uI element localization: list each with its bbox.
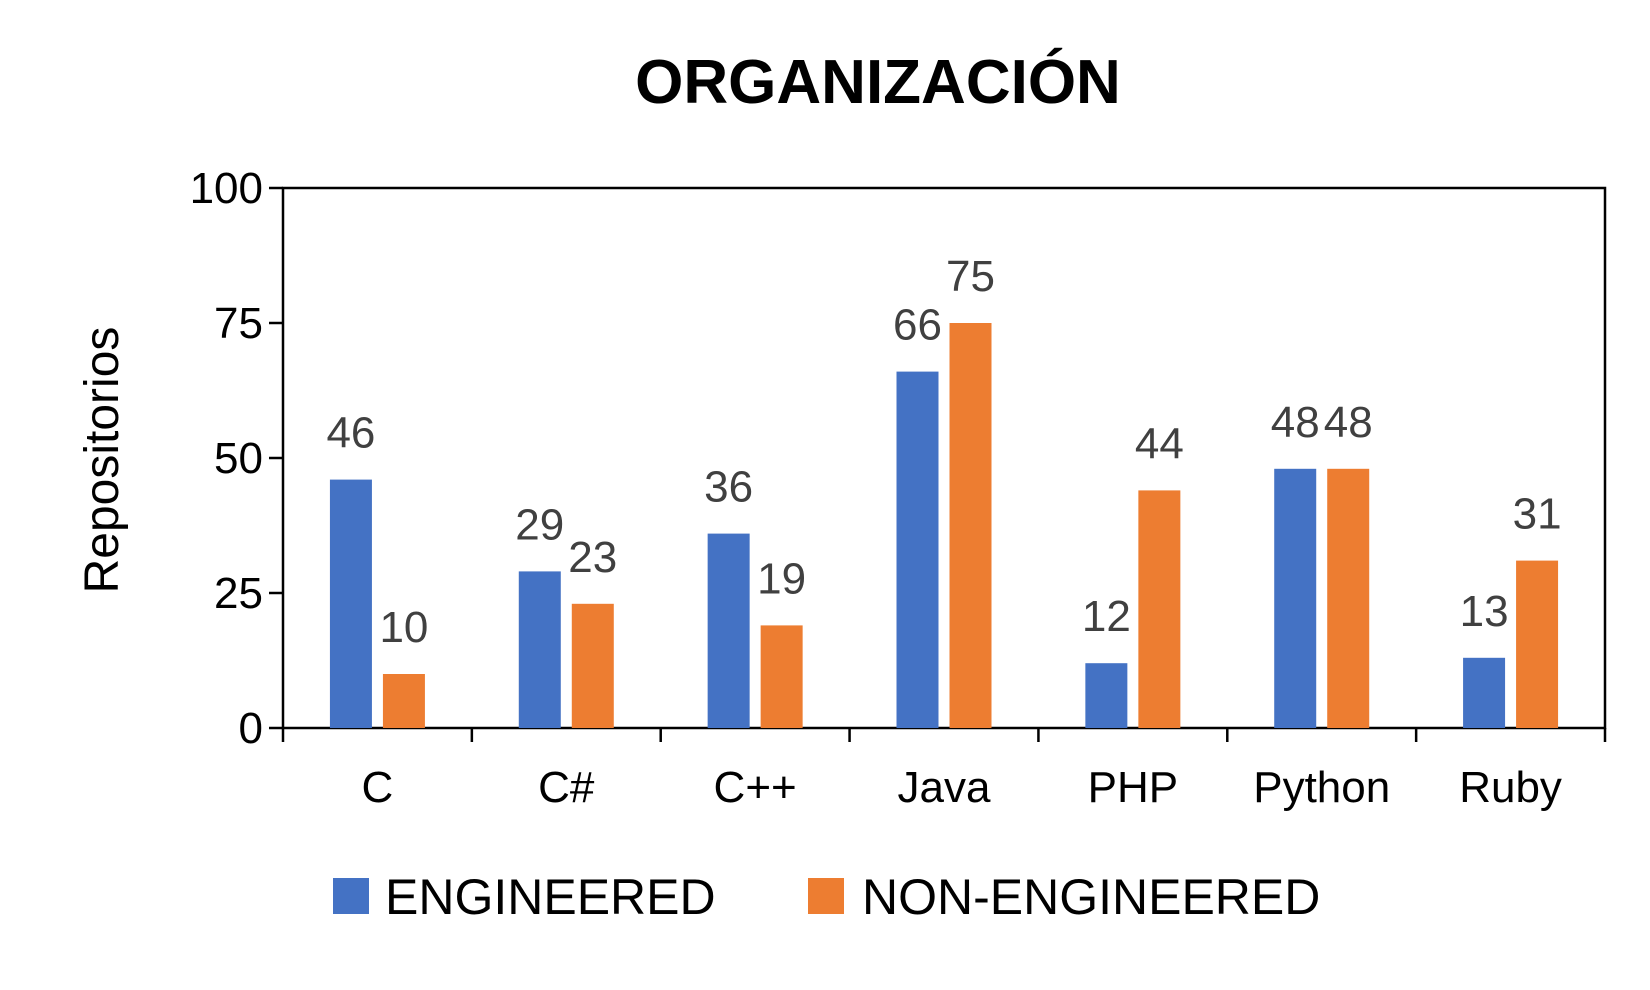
bar bbox=[1085, 663, 1128, 728]
data-label: 75 bbox=[946, 252, 995, 301]
data-label: 13 bbox=[1460, 587, 1509, 636]
bar bbox=[518, 571, 561, 728]
legend-label: NON-ENGINEERED bbox=[862, 869, 1320, 925]
bar bbox=[1516, 560, 1559, 728]
y-tick-label: 0 bbox=[239, 704, 263, 753]
y-tick-label: 100 bbox=[190, 164, 263, 213]
bar bbox=[707, 533, 750, 728]
x-tick-label: C# bbox=[538, 763, 595, 812]
x-tick-label: C++ bbox=[714, 763, 797, 812]
x-tick-label: C bbox=[362, 763, 394, 812]
legend-swatch bbox=[333, 878, 369, 914]
data-label: 48 bbox=[1324, 398, 1373, 447]
bar bbox=[571, 603, 614, 728]
data-label: 29 bbox=[515, 500, 564, 549]
data-label: 19 bbox=[757, 554, 806, 603]
data-label: 23 bbox=[568, 533, 617, 582]
bar bbox=[1138, 490, 1181, 728]
bar bbox=[949, 323, 992, 728]
bar bbox=[382, 674, 425, 728]
bar bbox=[760, 625, 803, 728]
plot-area: 0 25 50 75 100 C C# C++ Java PHP Python Ruby 46 10 292… bbox=[190, 164, 1607, 812]
data-label: 48 bbox=[1271, 398, 1320, 447]
legend: ENGINEERED NON-ENGINEERED bbox=[333, 869, 1320, 925]
data-label: 12 bbox=[1082, 592, 1131, 641]
y-tick-label: 50 bbox=[214, 434, 263, 483]
data-label: 46 bbox=[326, 409, 375, 458]
x-tick-label: PHP bbox=[1088, 763, 1178, 812]
y-tick-label: 25 bbox=[214, 569, 263, 618]
x-tick-label: Ruby bbox=[1459, 763, 1562, 812]
x-tick-label: Python bbox=[1253, 763, 1390, 812]
chart-title: ORGANIZACIÓN bbox=[635, 48, 1121, 117]
data-label: 36 bbox=[704, 463, 753, 512]
bar bbox=[1327, 468, 1370, 728]
plot-frame bbox=[281, 186, 1607, 730]
x-tick-label: Java bbox=[898, 763, 991, 812]
y-tick-label: 75 bbox=[214, 299, 263, 348]
legend-label: ENGINEERED bbox=[385, 869, 716, 925]
data-label: 44 bbox=[1135, 419, 1184, 468]
data-label: 66 bbox=[893, 301, 942, 350]
bar bbox=[1463, 657, 1506, 728]
data-label: 31 bbox=[1513, 490, 1562, 539]
bar bbox=[896, 371, 939, 728]
data-label: 10 bbox=[379, 603, 428, 652]
bar bbox=[1274, 468, 1317, 728]
legend-swatch bbox=[808, 878, 844, 914]
bar bbox=[329, 479, 372, 728]
y-axis-label: Repositorios bbox=[76, 327, 129, 594]
